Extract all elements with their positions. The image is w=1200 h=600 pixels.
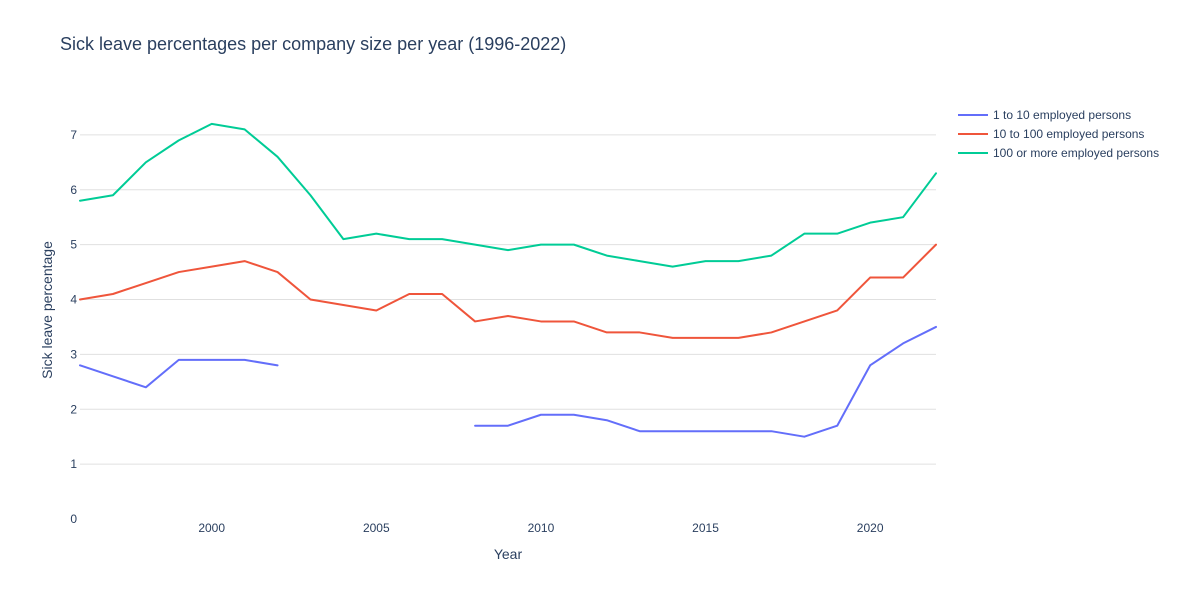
x-tick-label: 2005 bbox=[363, 521, 390, 535]
y-tick-label: 5 bbox=[70, 238, 77, 252]
x-tick-label: 2000 bbox=[198, 521, 225, 535]
legend-item[interactable]: 1 to 10 employed persons bbox=[958, 108, 1131, 122]
series-lines bbox=[79, 122, 937, 438]
y-tick-label: 1 bbox=[70, 457, 77, 471]
legend: 1 to 10 employed persons 10 to 100 employ… bbox=[958, 108, 1159, 160]
series-line-2 bbox=[79, 243, 937, 339]
legend-item[interactable]: 100 or more employed persons bbox=[958, 146, 1159, 160]
y-tick-label: 0 bbox=[70, 512, 77, 526]
y-tick-label: 4 bbox=[70, 293, 77, 307]
legend-label: 100 or more employed persons bbox=[993, 146, 1159, 160]
legend-label: 1 to 10 employed persons bbox=[993, 108, 1131, 122]
x-tick-label: 2020 bbox=[857, 521, 884, 535]
x-tick-label: 2015 bbox=[692, 521, 719, 535]
legend-label: 10 to 100 employed persons bbox=[993, 127, 1144, 141]
y-tick-label: 6 bbox=[70, 183, 77, 197]
grid bbox=[80, 134, 936, 465]
x-tick-label: 2010 bbox=[528, 521, 555, 535]
y-tick-label: 7 bbox=[70, 128, 77, 142]
y-axis-ticks: 0 1 2 3 4 5 6 7 bbox=[70, 128, 77, 526]
legend-item[interactable]: 10 to 100 employed persons bbox=[958, 127, 1144, 141]
chart-title: Sick leave percentages per company size … bbox=[60, 34, 566, 54]
x-axis-ticks: 2000 2005 2010 2015 2020 bbox=[198, 521, 883, 535]
x-axis-title: Year bbox=[494, 546, 523, 562]
series-line-1 bbox=[79, 325, 937, 438]
y-tick-label: 3 bbox=[70, 347, 77, 361]
y-tick-label: 2 bbox=[70, 402, 77, 416]
y-axis-title: Sick leave percentage bbox=[39, 241, 55, 379]
series-line-3 bbox=[79, 122, 937, 268]
